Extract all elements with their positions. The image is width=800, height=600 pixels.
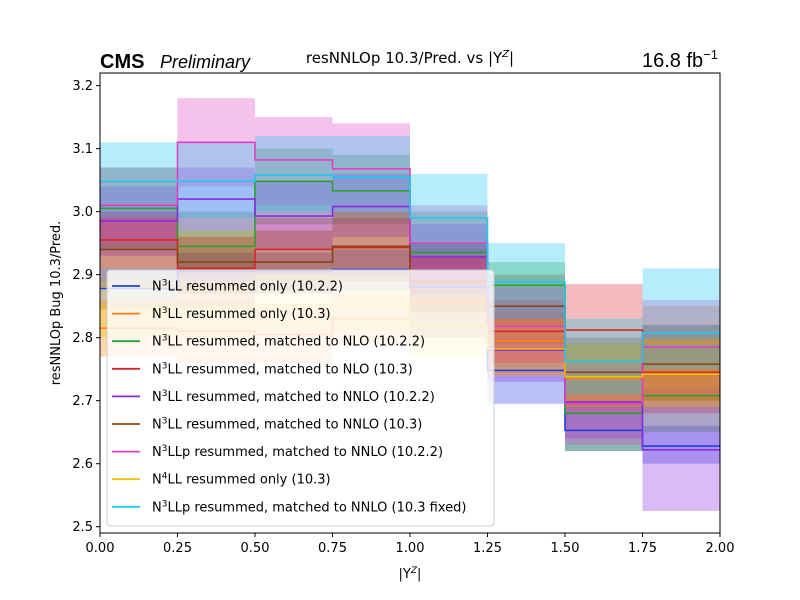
legend-entry-2: N3LL resummed, matched to NLO (10.2.2) xyxy=(152,334,425,350)
band-s8-bin7 xyxy=(642,268,720,370)
y-tick-label: 2.7 xyxy=(72,394,93,409)
band-s2-bin7 xyxy=(642,325,720,433)
band-s8-bin5 xyxy=(487,243,565,319)
x-tick-label: 1.50 xyxy=(551,541,580,556)
band-s1-bin5 xyxy=(487,312,565,376)
y-tick-label: 2.6 xyxy=(72,457,93,472)
band-s1-bin7 xyxy=(642,306,720,401)
y-axis-ticks: 2.5 2.6 2.7 2.8 2.9 3.0 3.1 3.2 xyxy=(72,79,100,535)
status-label: Preliminary xyxy=(160,52,251,72)
legend-entry-4: N3LL resummed, matched to NNLO (10.2.2) xyxy=(152,389,435,405)
band-s8-bin4 xyxy=(410,173,488,256)
band-s4-bin3 xyxy=(332,173,410,237)
legend-box xyxy=(106,269,495,527)
y-tick-label: 2.5 xyxy=(72,520,93,535)
band-s8-bin1 xyxy=(177,142,255,218)
band-s5-bin7 xyxy=(642,325,720,401)
legend: N3LL resummed only (10.2.2) N3LL resummed… xyxy=(106,269,495,527)
legend-entry-7: N4LL resummed only (10.3) xyxy=(152,472,331,488)
series-line-8 xyxy=(100,174,720,363)
band-s2-bin5 xyxy=(487,262,565,326)
legend-entry-3: N3LL resummed, matched to NLO (10.3) xyxy=(152,361,413,377)
x-tick-label: 1.25 xyxy=(473,541,502,556)
legend-entry-5: N3LL resummed, matched to NNLO (10.3) xyxy=(152,417,422,433)
legend-entry-1: N3LL resummed only (10.3) xyxy=(152,306,331,322)
y-tick-label: 3.1 xyxy=(72,142,93,157)
band-s8-bin3 xyxy=(332,136,410,212)
band-s8-bin0 xyxy=(100,142,178,218)
chart-title: resNNLOp 10.3/Pred. vs |YZ| xyxy=(306,49,514,67)
band-s8-bin2 xyxy=(255,136,333,212)
band-s6-bin2 xyxy=(255,117,333,206)
band-s6-bin3 xyxy=(332,123,410,212)
band-s0-bin6 xyxy=(565,400,643,452)
legend-entry-6: N3LLp resummed, matched to NNLO (10.2.2) xyxy=(152,444,443,460)
x-axis-label: |YZ| xyxy=(399,566,422,582)
band-s4-bin2 xyxy=(255,180,333,250)
x-tick-label: 0.50 xyxy=(241,541,270,556)
legend-entry-0: N3LL resummed only (10.2.2) xyxy=(152,279,343,295)
band-s2-bin2 xyxy=(255,148,333,225)
y-axis-label: resNNLOp Bug 10.3/Pred. xyxy=(49,221,64,386)
band-s0-bin7 xyxy=(642,425,720,464)
x-axis-ticks: 0.00 0.25 0.50 0.75 1.00 1.25 1.50 1.75 2.00 xyxy=(86,533,735,556)
x-tick-label: 2.00 xyxy=(706,541,735,556)
x-tick-label: 0.25 xyxy=(163,541,192,556)
band-s2-bin3 xyxy=(332,154,410,225)
y-tick-label: 3.0 xyxy=(72,205,93,220)
x-tick-label: 0.75 xyxy=(318,541,347,556)
experiment-label: CMS xyxy=(100,51,144,73)
lumi-label: 16.8 fb−1 xyxy=(642,47,718,72)
band-s3-bin7 xyxy=(642,337,720,414)
legend-entry-8: N3LLp resummed, matched to NNLO (10.3 fi… xyxy=(152,499,466,515)
y-tick-label: 3.2 xyxy=(72,79,93,94)
band-s5-bin5 xyxy=(487,274,565,344)
x-tick-label: 1.75 xyxy=(628,541,657,556)
x-tick-label: 1.00 xyxy=(396,541,425,556)
y-tick-label: 2.9 xyxy=(72,268,93,283)
band-s2-bin1 xyxy=(177,211,255,275)
y-tick-label: 2.8 xyxy=(72,331,93,346)
band-s7-bin5 xyxy=(487,318,565,376)
x-tick-label: 0.00 xyxy=(86,541,115,556)
band-s7-bin6 xyxy=(565,343,643,407)
band-s8-bin6 xyxy=(565,318,643,395)
